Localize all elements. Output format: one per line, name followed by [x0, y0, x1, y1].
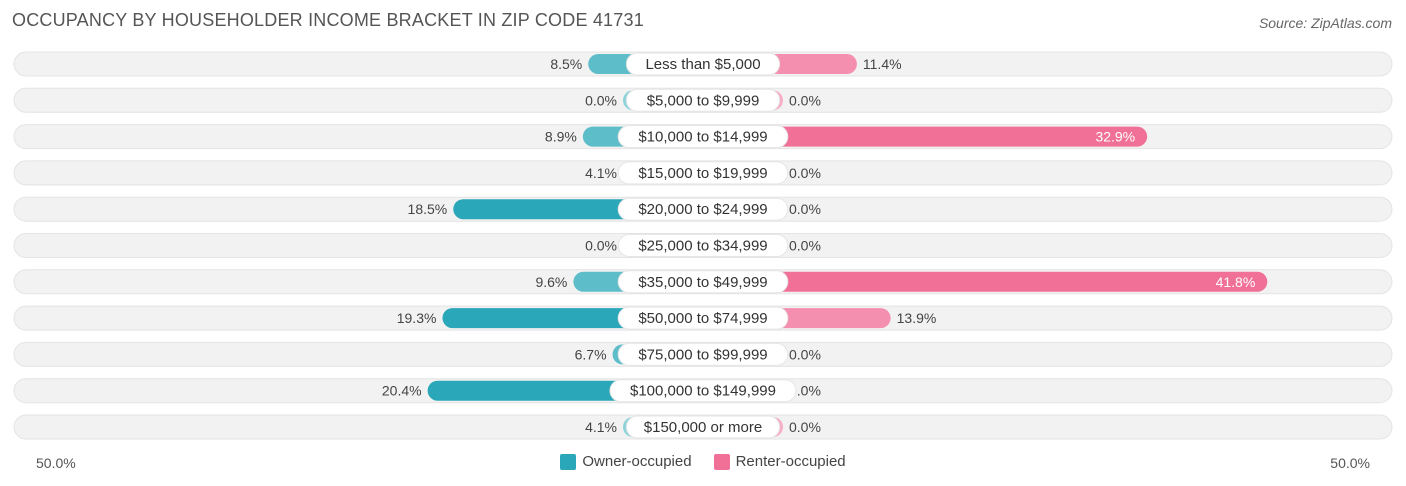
renter-bar [703, 271, 1268, 292]
owner-value-label: 20.4% [382, 383, 422, 399]
renter-bar [703, 126, 1148, 147]
owner-value-label: 0.0% [585, 92, 617, 108]
renter-value-label: 0.0% [789, 383, 821, 399]
category-label: $25,000 to $34,999 [638, 238, 767, 255]
legend-item-renter: Renter-occupied [713, 453, 846, 470]
renter-value-label: 41.8% [1216, 274, 1256, 290]
axis-left-label: 50.0% [36, 455, 76, 471]
chart-title: OCCUPANCY BY HOUSEHOLDER INCOME BRACKET … [12, 10, 644, 30]
category-pill [625, 52, 781, 76]
category-label: $100,000 to $149,999 [630, 383, 776, 400]
legend-label-owner: Owner-occupied [582, 453, 692, 470]
renter-value-label: 0.0% [789, 201, 821, 217]
category-label: $20,000 to $24,999 [638, 201, 767, 218]
renter-value-label: 0.0% [789, 238, 821, 254]
legend: Owner-occupied Renter-occupied [0, 453, 1406, 470]
axis-right-label: 50.0% [1330, 455, 1370, 471]
renter-value-label: 0.0% [789, 92, 821, 108]
category-pill [625, 415, 781, 439]
owner-value-label: 18.5% [408, 201, 448, 217]
renter-value-label: 11.4% [863, 56, 902, 72]
owner-value-label: 19.3% [397, 310, 437, 326]
owner-value-label: 9.6% [535, 274, 567, 290]
legend-item-owner: Owner-occupied [560, 453, 692, 470]
category-pill [625, 88, 781, 112]
owner-value-label: 4.1% [585, 165, 617, 181]
renter-value-label: 0.0% [789, 419, 821, 435]
owner-value-label: 4.1% [585, 419, 617, 435]
renter-value-label: 32.9% [1095, 129, 1135, 145]
renter-value-label: 13.9% [897, 310, 937, 326]
category-pill [617, 270, 789, 294]
owner-value-label: 0.0% [585, 238, 617, 254]
legend-swatch-owner [560, 453, 577, 470]
category-label: $50,000 to $74,999 [638, 310, 767, 327]
renter-value-label: 0.0% [789, 165, 821, 181]
category-label: $75,000 to $99,999 [638, 346, 767, 363]
legend-label-renter: Renter-occupied [735, 453, 846, 470]
legend-swatch-renter [713, 453, 730, 470]
category-label: $150,000 or more [644, 419, 762, 436]
renter-value-label: 0.0% [789, 346, 821, 362]
category-pill [609, 379, 797, 403]
category-pill [617, 234, 789, 257]
category-pill [617, 306, 789, 330]
category-pill [617, 125, 789, 149]
category-pill [617, 197, 789, 221]
source-credit: Source: ZipAtlas.com [1258, 15, 1392, 31]
category-label: $10,000 to $14,999 [638, 129, 767, 146]
category-pill [617, 161, 789, 185]
owner-value-label: 8.5% [550, 56, 582, 72]
owner-value-label: 8.9% [545, 129, 577, 145]
category-pill [617, 342, 789, 366]
category-label: $15,000 to $19,999 [638, 165, 767, 182]
category-label: Less than $5,000 [645, 56, 760, 73]
owner-value-label: 6.7% [575, 346, 607, 362]
category-label: $35,000 to $49,999 [638, 274, 767, 291]
category-label: $5,000 to $9,999 [647, 92, 760, 109]
